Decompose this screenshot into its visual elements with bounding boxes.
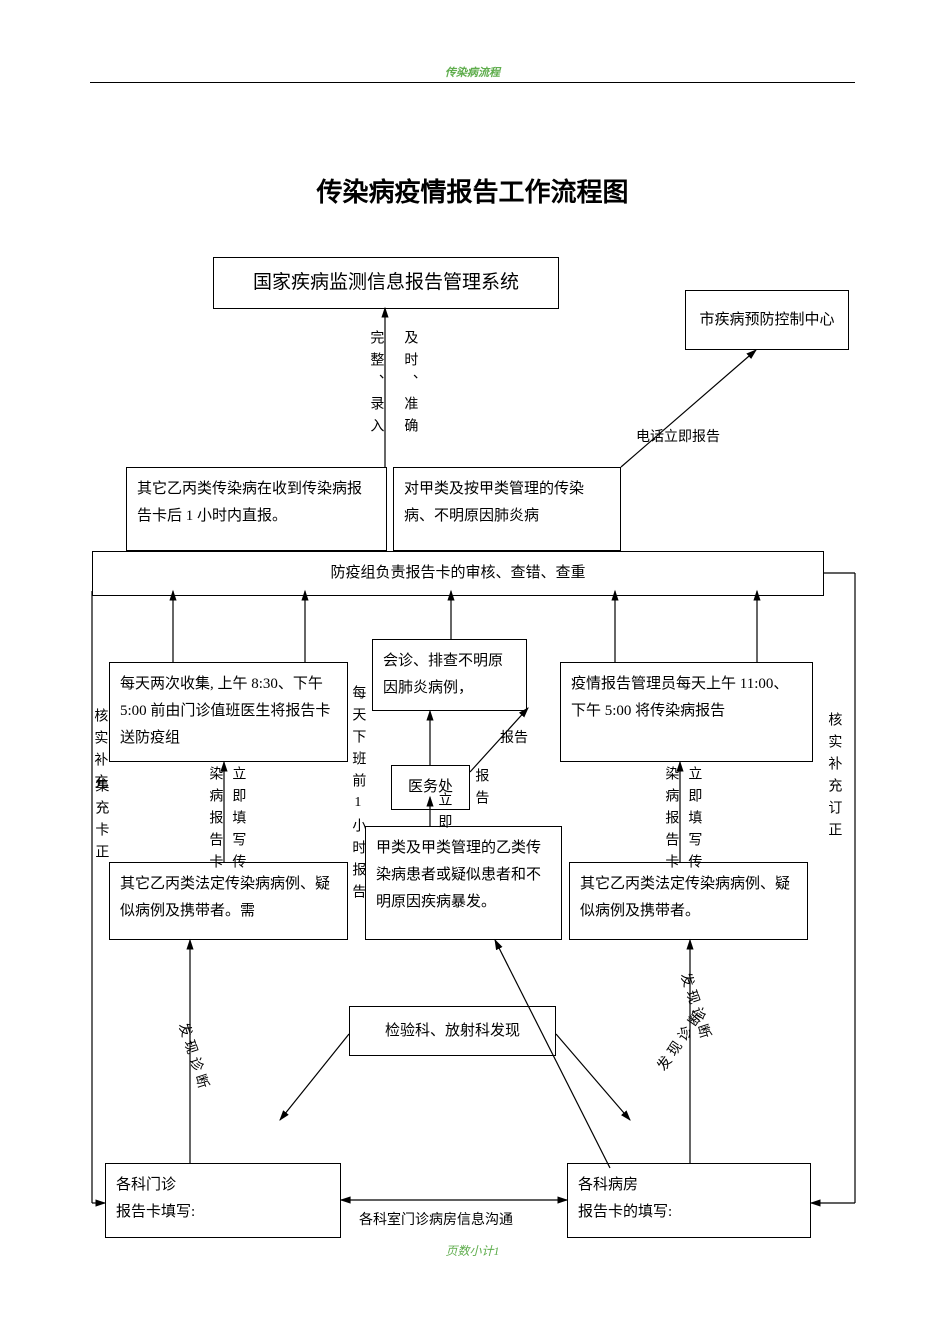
page-number: 页数小计1 (445, 1242, 499, 1259)
node-collect_right: 疫情报告管理员每天上午 11:00、下午 5:00 将传染病报告 (560, 662, 813, 762)
label-v_fill_left_b: 立即填写传 (230, 766, 245, 876)
label-v_daily_report: 每天下班前1小时报告 (350, 685, 365, 906)
label-v_fill_right_b: 立即填写传 (686, 766, 701, 876)
header-rule (90, 82, 855, 83)
node-cdc: 市疾病预防控制中心 (685, 290, 849, 350)
label-v_hexi_right: 核实补充订正 (826, 712, 841, 844)
node-row1_left: 其它乙丙类传染病在收到传染病报告卡后 1 小时内直报。 (126, 467, 387, 551)
node-dept_out: 各科门诊报告卡填写: (105, 1163, 341, 1238)
node-dept_in: 各科病房报告卡的填写: (567, 1163, 811, 1238)
label-h_report: 报告 (500, 727, 528, 747)
node-audit_bar: 防疫组负责报告卡的审核、查错、查重 (92, 551, 824, 596)
node-lab: 检验科、放射科发现 (349, 1006, 556, 1056)
label-v_hexi_left_b: 集充卡正 (93, 778, 108, 866)
label-v_fill_left_a: 染病报告卡 (207, 766, 222, 876)
node-collect_left: 每天两次收集, 上午 8:30、下午 5:00 前由门诊值班医生将报告卡送防疫组 (109, 662, 348, 762)
label-v_timely: 及时、准确 (402, 330, 417, 440)
node-row1_right: 对甲类及按甲类管理的传染病、不明原因肺炎病 (393, 467, 621, 551)
label-h_phone: 电话立即报告 (636, 426, 720, 446)
label-v_report_a: 报告 (473, 768, 488, 812)
label-v_liji_b: 立即 (436, 792, 451, 836)
label-diag_left: 发现诊断 (174, 1020, 215, 1095)
label-v_fill_right_a: 染病报告卡 (663, 766, 678, 876)
node-mid_left: 其它乙丙类法定传染病病例、疑似病例及携带者。需 (109, 862, 348, 940)
node-consult: 会诊、排查不明原因肺炎病例， (372, 639, 527, 711)
page-title: 传染病疫情报告工作流程图 (316, 172, 628, 209)
header-label: 传染病流程 (445, 64, 500, 80)
node-mid_center: 甲类及甲类管理的乙类传染病患者或疑似患者和不明原因疾病暴发。 (365, 826, 562, 940)
node-yiwu: 医务处 (391, 765, 470, 810)
label-h_comm: 各科室门诊病房信息沟通 (359, 1209, 513, 1229)
node-national_system: 国家疾病监测信息报告管理系统 (213, 257, 559, 309)
label-v_complete: 完整、录入 (368, 330, 383, 440)
